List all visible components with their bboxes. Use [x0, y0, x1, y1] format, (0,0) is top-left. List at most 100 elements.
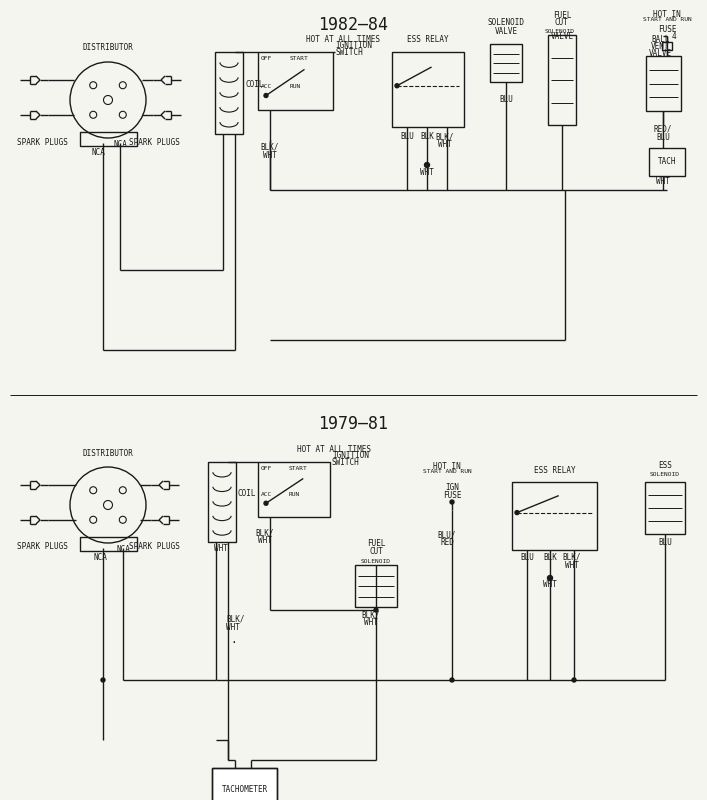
Text: BLU: BLU	[656, 133, 670, 142]
Bar	[645, 482, 685, 534]
Text: BLU: BLU	[499, 95, 513, 104]
Circle shape	[101, 678, 105, 682]
Text: TACHOMETER: TACHOMETER	[221, 785, 268, 794]
Text: WHT: WHT	[214, 544, 228, 553]
Text: VALVE: VALVE	[649, 49, 672, 58]
Text: BLU: BLU	[400, 132, 414, 141]
Text: ACC: ACC	[261, 492, 272, 498]
Bar	[548, 35, 576, 125]
Circle shape	[374, 608, 378, 612]
Text: BLK: BLK	[420, 132, 434, 141]
Text: SWITCH: SWITCH	[335, 48, 363, 57]
Text: ESS RELAY: ESS RELAY	[407, 35, 449, 44]
Text: BLK/: BLK/	[436, 132, 455, 141]
Bar	[512, 482, 597, 550]
Bar	[646, 56, 681, 111]
Text: BALL: BALL	[651, 35, 670, 44]
Text: TACH: TACH	[658, 158, 677, 166]
Text: BLK/: BLK/	[362, 610, 380, 619]
Circle shape	[264, 94, 268, 98]
Text: WHT: WHT	[258, 536, 272, 545]
Text: IGNITION: IGNITION	[332, 451, 369, 460]
Bar	[355, 565, 397, 607]
Text: COIL: COIL	[245, 80, 264, 90]
Bar	[215, 52, 243, 134]
Bar	[79, 538, 136, 550]
Text: HOT AT ALL TIMES: HOT AT ALL TIMES	[306, 35, 380, 44]
Text: WHT: WHT	[565, 561, 579, 570]
Bar	[258, 52, 333, 110]
Text: BLK/: BLK/	[563, 553, 581, 562]
Text: SPARK PLUGS: SPARK PLUGS	[16, 138, 67, 147]
Text: NCA: NCA	[116, 545, 130, 554]
Circle shape	[450, 678, 454, 682]
Text: SWITCH: SWITCH	[332, 458, 360, 467]
Text: VENT: VENT	[651, 42, 670, 51]
Bar	[490, 44, 522, 82]
Bar	[212, 768, 277, 800]
Text: RED/: RED/	[654, 125, 672, 134]
Text: FUEL: FUEL	[553, 11, 571, 20]
Text: NCA: NCA	[93, 553, 107, 562]
Text: RUN: RUN	[288, 492, 300, 498]
Text: FUSE: FUSE	[658, 25, 677, 34]
Text: FUEL: FUEL	[367, 539, 385, 548]
Bar	[208, 462, 236, 542]
Text: DISTRIBUTOR: DISTRIBUTOR	[83, 43, 134, 52]
Text: SPARK PLUGS: SPARK PLUGS	[129, 542, 180, 551]
Text: WHT: WHT	[226, 623, 240, 632]
Text: COIL: COIL	[238, 490, 257, 498]
Circle shape	[395, 84, 399, 88]
Text: HOT AT ALL TIMES: HOT AT ALL TIMES	[297, 445, 371, 454]
Text: FUSE: FUSE	[443, 491, 461, 500]
Bar	[258, 462, 330, 517]
Text: HOT IN: HOT IN	[653, 10, 681, 19]
Text: WHT: WHT	[438, 140, 452, 149]
Text: SOLENOID: SOLENOID	[545, 29, 575, 34]
Circle shape	[547, 575, 552, 581]
Text: NCA: NCA	[113, 140, 127, 149]
Text: WHT: WHT	[543, 580, 557, 589]
Text: VALVE: VALVE	[551, 32, 573, 41]
Text: START: START	[288, 466, 307, 471]
Text: BLU: BLU	[520, 553, 534, 562]
Circle shape	[450, 500, 454, 504]
Text: RED: RED	[440, 538, 454, 547]
Text: SOLENOID: SOLENOID	[361, 559, 391, 564]
Text: NCA: NCA	[91, 148, 105, 157]
Text: VALVE: VALVE	[494, 27, 518, 36]
Text: BLK: BLK	[543, 553, 557, 562]
Text: BLK/: BLK/	[261, 143, 279, 152]
Bar	[662, 42, 672, 50]
Text: WHT: WHT	[364, 618, 378, 627]
Circle shape	[424, 162, 429, 167]
Text: HOT IN: HOT IN	[433, 462, 461, 471]
Text: START AND RUN: START AND RUN	[423, 469, 472, 474]
Circle shape	[515, 510, 519, 514]
Text: 1982–84: 1982–84	[318, 16, 388, 34]
Text: ESS RELAY: ESS RELAY	[534, 466, 575, 475]
Text: CUT: CUT	[369, 547, 383, 556]
Text: 1979–81: 1979–81	[318, 415, 388, 433]
Text: WHT: WHT	[420, 168, 434, 177]
Circle shape	[264, 502, 268, 506]
Text: IGNITION: IGNITION	[335, 41, 372, 50]
Text: BLK/: BLK/	[226, 615, 245, 624]
Bar	[79, 132, 136, 146]
Bar	[649, 148, 685, 176]
Text: ACC: ACC	[261, 84, 272, 89]
Text: IGN: IGN	[445, 483, 459, 492]
Text: BLK/: BLK/	[256, 528, 274, 537]
Text: CUT: CUT	[554, 18, 568, 27]
Circle shape	[572, 678, 576, 682]
Text: ESS: ESS	[658, 461, 672, 470]
Text: OFF: OFF	[261, 466, 272, 471]
Text: SOLENOID: SOLENOID	[488, 18, 525, 27]
Text: DISTRIBUTOR: DISTRIBUTOR	[83, 449, 134, 458]
Text: 4: 4	[672, 32, 677, 41]
Text: SPARK PLUGS: SPARK PLUGS	[129, 138, 180, 147]
Text: OFF: OFF	[261, 56, 272, 61]
Text: WHT: WHT	[263, 151, 277, 160]
Text: SOLENOID: SOLENOID	[650, 472, 680, 477]
Text: START AND RUN: START AND RUN	[643, 17, 691, 22]
